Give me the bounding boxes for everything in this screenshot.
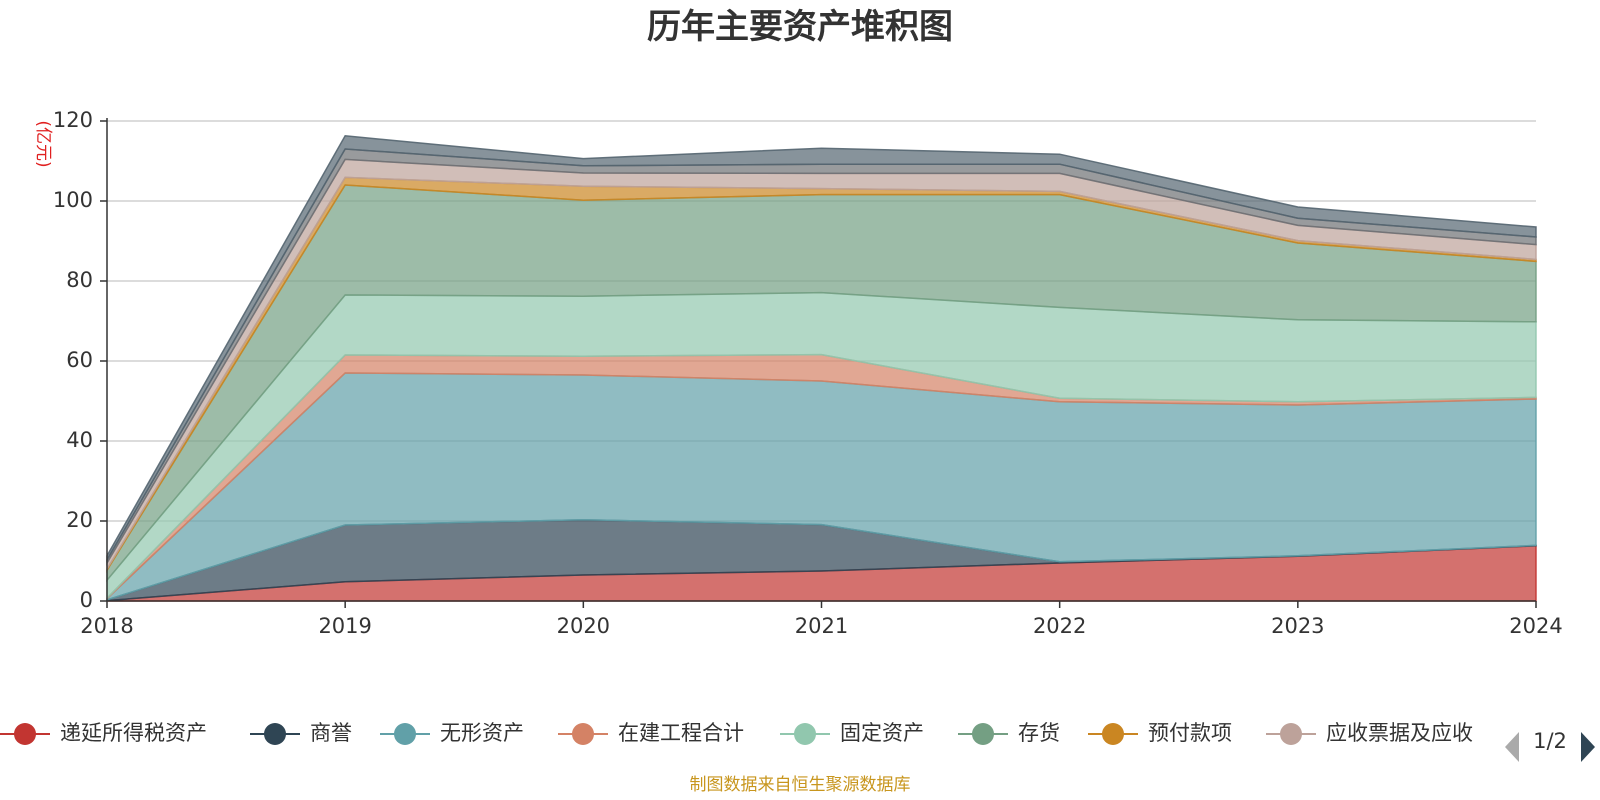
y-axis-unit: (亿元) (33, 120, 53, 167)
legend-label-7: 应收票据及应收 (1326, 721, 1473, 745)
chart-title: 历年主要资产堆积图 (647, 7, 953, 47)
x-tick-label-6: 2024 (1509, 614, 1562, 638)
legend-item-7[interactable]: 应收票据及应收 (1266, 721, 1473, 745)
y-tick-label-1: 20 (66, 508, 93, 532)
y-tick-label-5: 100 (53, 188, 93, 212)
legend-label-4: 固定资产 (840, 721, 924, 745)
legend-label-3: 在建工程合计 (618, 721, 744, 745)
legend-label-6: 预付款项 (1148, 721, 1232, 745)
legend-item-0[interactable]: 递延所得税资产 (0, 721, 207, 745)
legend-item-2[interactable]: 无形资产 (380, 721, 524, 745)
legend-label-0: 递延所得税资产 (60, 721, 207, 745)
y-tick-label-3: 60 (66, 348, 93, 372)
legend-item-3[interactable]: 在建工程合计 (558, 721, 744, 745)
pager-next-icon[interactable] (1581, 732, 1595, 762)
x-tick-label-3: 2021 (795, 614, 848, 638)
area-series-9 (106, 135, 1537, 563)
x-tick-label-1: 2019 (318, 614, 371, 638)
x-tick-label-5: 2023 (1271, 614, 1324, 638)
legend-marker-6 (1102, 723, 1124, 745)
legend-pager: 1/2 (1505, 729, 1595, 762)
axes: 0 20 40 60 80 100 120 2018 2019 2020 2021 2022 2023 2… (53, 108, 1563, 638)
pager-prev-icon[interactable] (1505, 732, 1519, 762)
areas (106, 135, 1537, 602)
legend-marker-1 (264, 723, 286, 745)
y-tick-label-0: 0 (80, 588, 93, 612)
legend-marker-0 (14, 723, 36, 745)
legend-label-2: 无形资产 (440, 721, 524, 745)
legend-item-6[interactable]: 预付款项 (1088, 721, 1232, 745)
legend-item-1[interactable]: 商誉 (250, 721, 352, 745)
source-note: 制图数据来自恒生聚源数据库 (690, 775, 911, 795)
legend-label-1: 商誉 (310, 721, 352, 745)
x-tick-label-4: 2022 (1033, 614, 1086, 638)
legend-marker-7 (1280, 723, 1302, 745)
legend-marker-3 (572, 723, 594, 745)
legend-marker-4 (794, 723, 816, 745)
legend-marker-2 (394, 723, 416, 745)
y-tick-label-6: 120 (53, 108, 93, 132)
x-tick-label-2: 2020 (557, 614, 610, 638)
pager-text: 1/2 (1533, 729, 1567, 753)
legend: 递延所得税资产 商誉 无形资产 在建工程合计 固定资产 存货 预付款项 应收票据及应收 (0, 721, 1473, 745)
y-tick-label-2: 40 (66, 428, 93, 452)
legend-item-5[interactable]: 存货 (958, 721, 1060, 745)
legend-marker-5 (972, 723, 994, 745)
y-tick-label-4: 80 (66, 268, 93, 292)
legend-item-4[interactable]: 固定资产 (780, 721, 924, 745)
x-tick-label-0: 2018 (80, 614, 133, 638)
legend-label-5: 存货 (1018, 721, 1060, 745)
